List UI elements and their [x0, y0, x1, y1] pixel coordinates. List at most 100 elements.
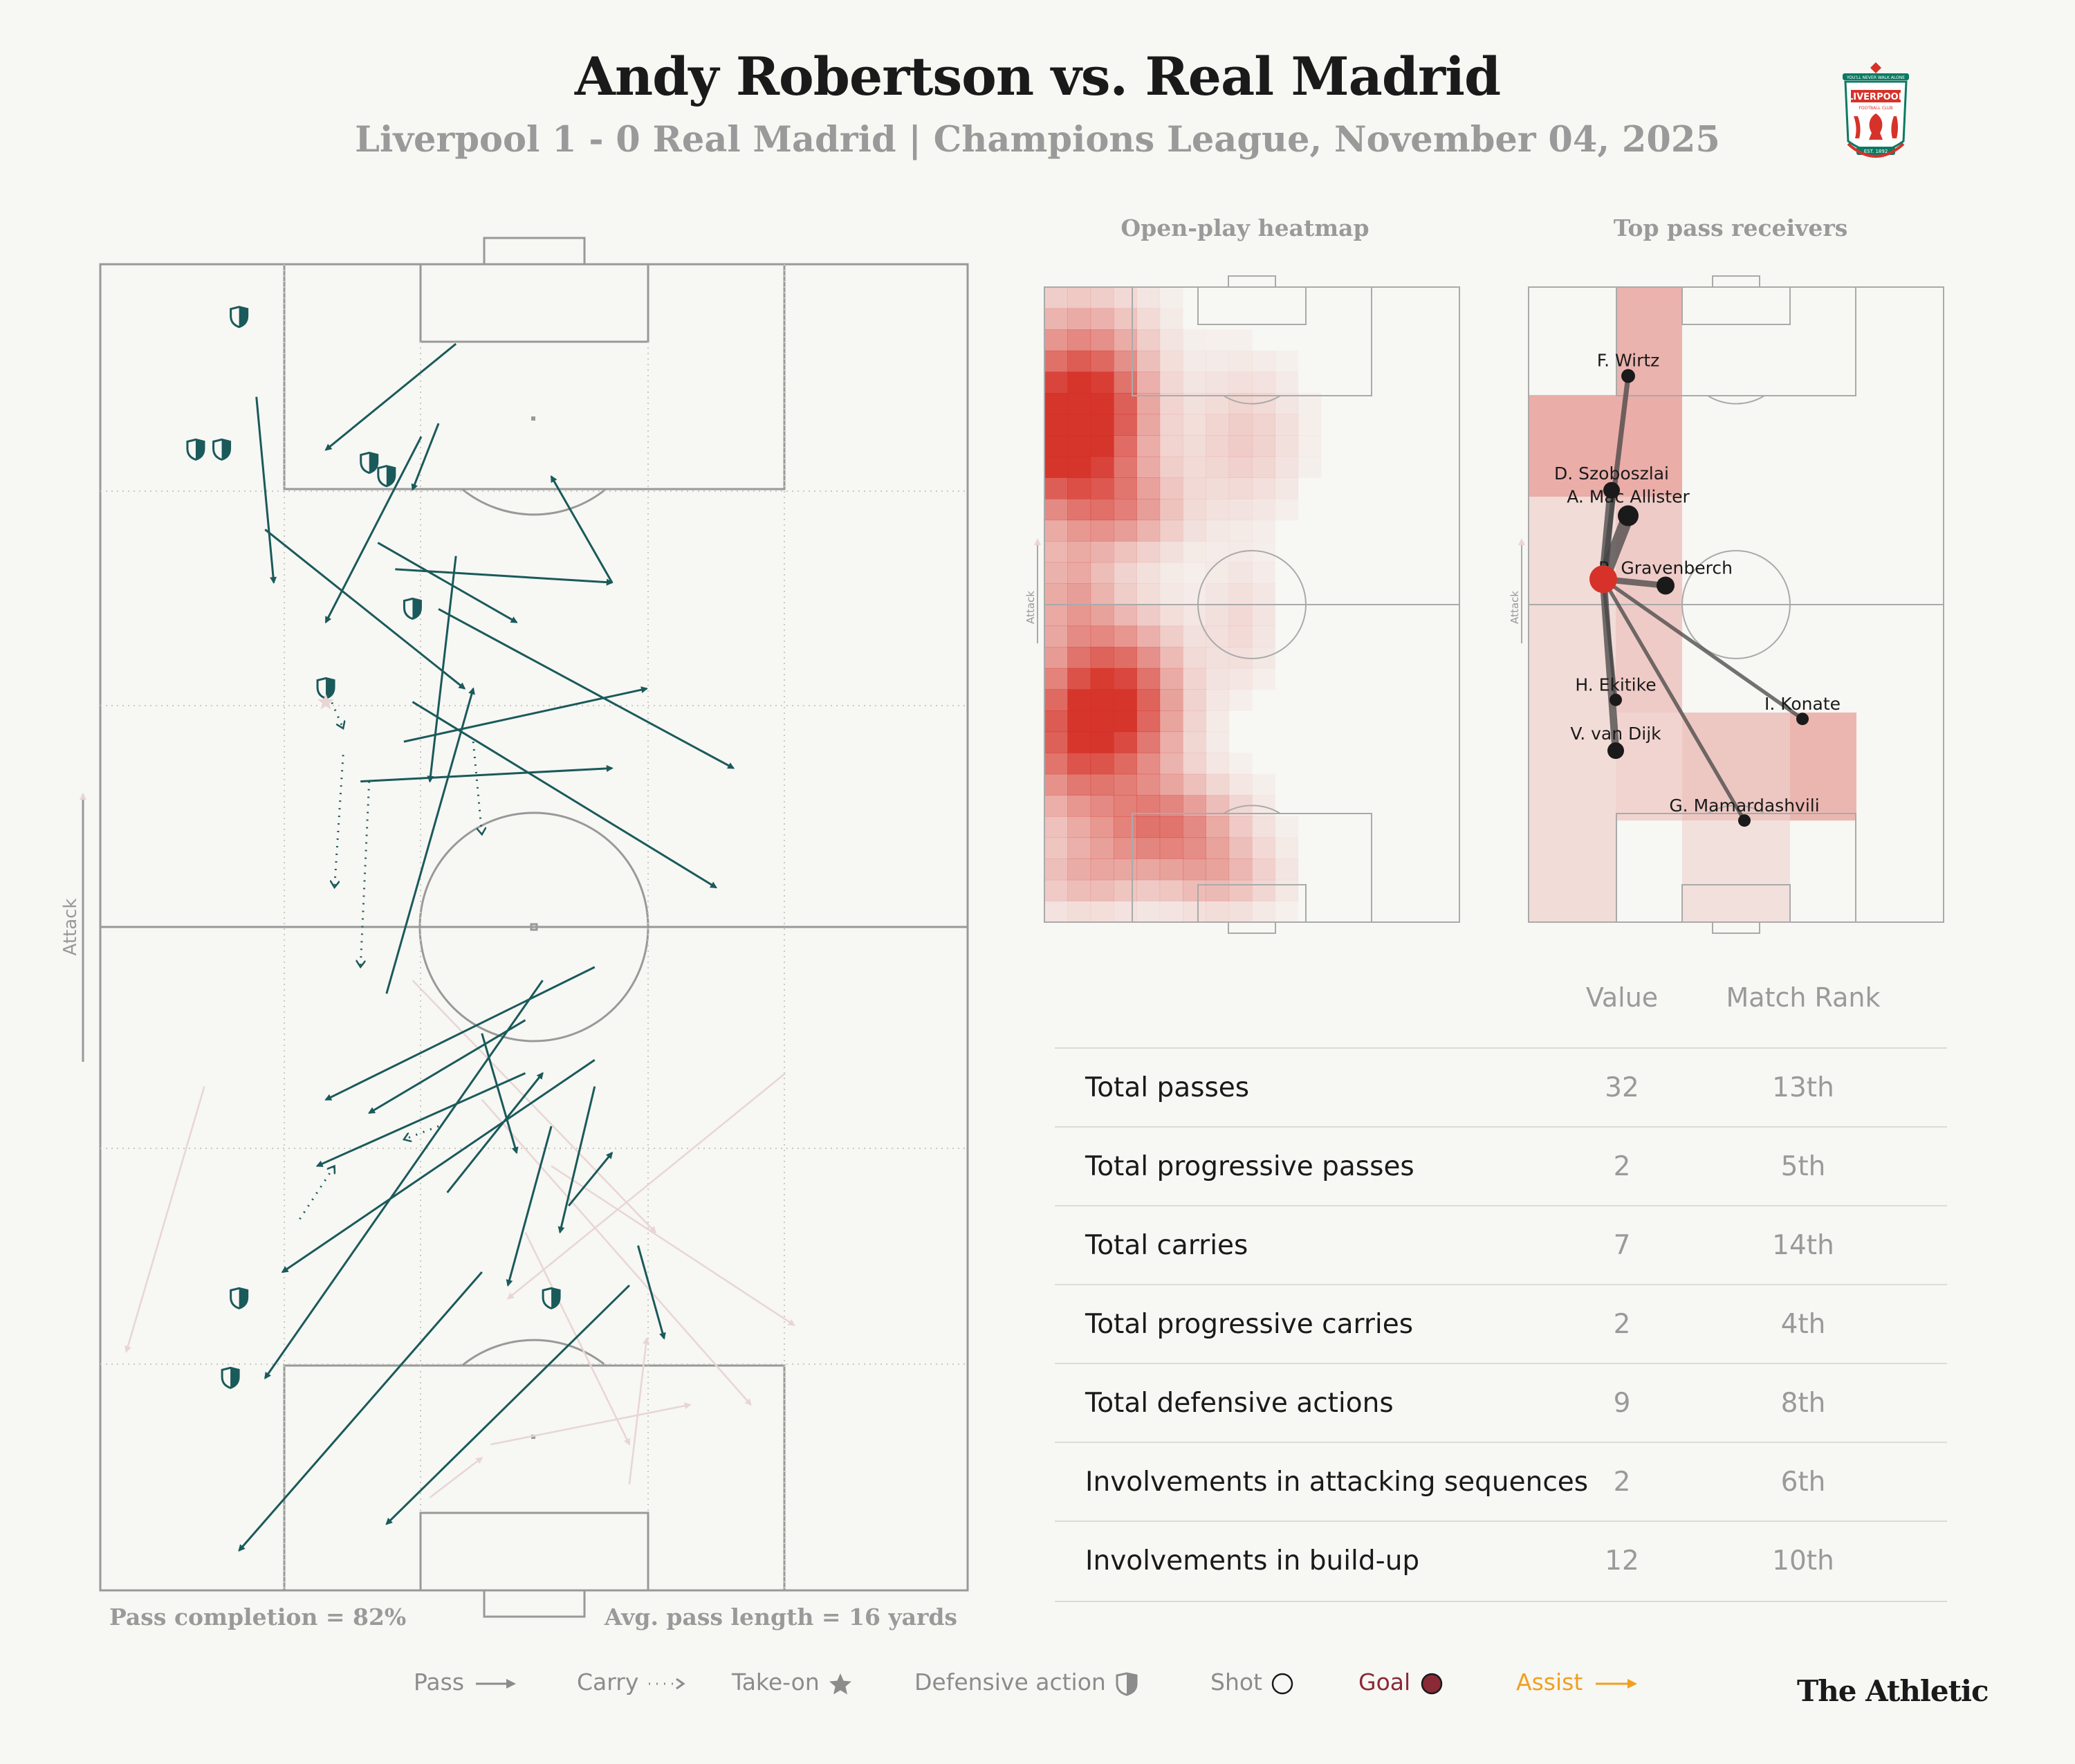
heatmap-cell	[1067, 625, 1091, 647]
receiver-label: D. Szoboszlai	[1554, 463, 1669, 484]
pass-arrow	[360, 764, 614, 783]
pass-arrow-icon	[475, 1678, 516, 1689]
heatmap-cell	[1183, 625, 1206, 647]
heatmap-cell	[1067, 773, 1091, 796]
heatmap-cell	[1090, 329, 1114, 351]
heatmap-cell	[1136, 287, 1161, 309]
heatmap-cell	[1090, 477, 1114, 499]
heatmap-cell	[1044, 647, 1068, 669]
heatmap-cell	[1136, 753, 1161, 775]
heatmap-cell	[1090, 710, 1114, 733]
heatmap-cell	[1067, 329, 1091, 351]
heatmap-cell	[1090, 499, 1114, 521]
heatmap-cell	[1159, 435, 1183, 457]
shield-icon	[1116, 1671, 1138, 1696]
heatmap-cell	[1114, 393, 1137, 415]
row-label: Total carries	[1085, 1230, 1248, 1261]
heatmap-cell	[1252, 350, 1275, 372]
heatmap-cell	[1183, 753, 1206, 775]
heatmap-cell	[1044, 350, 1068, 372]
heatmap-cell	[1183, 520, 1206, 542]
heatmap-cell	[1067, 753, 1091, 775]
heatmap-cell	[1090, 647, 1114, 669]
heatmap-cell	[1252, 901, 1275, 923]
heatmap-cell	[1159, 668, 1183, 690]
heatmap-cell	[1159, 710, 1183, 733]
receiver-label: R. Gravenberch	[1598, 558, 1733, 578]
heatmap-cell	[1044, 858, 1068, 881]
pass-arrow	[315, 1072, 526, 1167]
heatmap-cell	[1044, 329, 1068, 351]
heatmap-cell	[1229, 753, 1253, 774]
heatmap-cell	[1114, 625, 1137, 647]
defensive-action-shield-icon	[186, 438, 205, 461]
legend: Pass Carry Take-on Defensive action Shot…	[0, 1669, 2075, 1710]
heatmap-cell	[1228, 435, 1253, 457]
heatmap-cell	[1252, 371, 1275, 394]
heatmap-cell	[1275, 879, 1299, 901]
pass-arrow	[403, 686, 648, 743]
legend-carry-label: Carry	[577, 1669, 639, 1696]
page-title: Andy Robertson vs. Real Madrid	[574, 46, 1501, 107]
heatmap-cell	[1159, 837, 1183, 859]
star-icon	[829, 1673, 852, 1694]
heatmap-cell	[1275, 371, 1299, 394]
defensive-action-shield-icon	[542, 1287, 561, 1310]
heatmap-cell	[1044, 879, 1068, 901]
heatmap-cell	[1090, 837, 1114, 859]
heatmap-cell	[1228, 605, 1253, 627]
heatmap-cell	[1114, 477, 1137, 499]
heatmap-cell	[1136, 435, 1161, 457]
heatmap-cell	[1183, 605, 1206, 627]
heatmap-cell	[1136, 541, 1161, 563]
receiver-node	[1607, 742, 1624, 760]
defensive-action-shield-icon	[377, 465, 396, 488]
heatmap-title: Open-play heatmap	[1120, 214, 1370, 241]
heatmap-cell	[1114, 308, 1137, 330]
faded-pass-arrow	[412, 980, 656, 1233]
carry-arrow	[404, 1125, 439, 1139]
heatmap-cell	[1252, 816, 1275, 838]
heatmap-cell	[1228, 879, 1253, 901]
heatmap-cell	[1159, 625, 1183, 647]
heatmap-cell	[1044, 901, 1068, 923]
heatmap-cell	[1136, 625, 1161, 647]
heatmap-cell	[1090, 541, 1114, 563]
legend-pass: Pass	[414, 1669, 520, 1696]
heatmap-cell	[1183, 350, 1206, 372]
heatmap-cell	[1298, 435, 1322, 457]
heatmap-cell	[1183, 858, 1206, 881]
heatmap-cell	[1159, 605, 1183, 627]
pass-arrow	[481, 1033, 519, 1155]
heatmap-cell	[1206, 816, 1230, 838]
heatmap-cell	[1228, 583, 1253, 605]
heatmap-cell	[1183, 773, 1206, 796]
heatmap-cell	[1044, 605, 1068, 627]
heatmap-cell	[1044, 562, 1068, 584]
heatmap-cell	[1067, 414, 1091, 436]
heatmap-cell	[1159, 456, 1183, 478]
heatmap-cell	[1183, 499, 1206, 521]
heatmap-cell	[1044, 499, 1068, 521]
heatmap-cell	[1252, 520, 1275, 542]
pass-link	[1599, 575, 1620, 755]
heatmap-cell	[1206, 329, 1229, 351]
heatmap-cell	[1159, 499, 1183, 521]
heatmap-cell	[1136, 371, 1161, 394]
table-row: Involvements in attacking sequences 2 6t…	[1055, 1442, 1947, 1522]
pass-arrow	[324, 436, 423, 624]
row-rank: 10th	[1772, 1545, 1834, 1577]
heatmap-cell	[1206, 541, 1230, 563]
heatmap-cell	[1252, 858, 1275, 881]
heatmap-cell	[1159, 350, 1183, 372]
row-rank: 6th	[1780, 1467, 1826, 1498]
faded-pass-arrow	[490, 1402, 692, 1446]
heatmap-cell	[1206, 901, 1230, 923]
heatmap-cell	[1206, 668, 1230, 690]
heatmap-cell	[1090, 583, 1114, 605]
heatmap-cell	[1159, 520, 1183, 542]
heatmap-cell	[1136, 647, 1161, 669]
defensive-action-shield-icon	[360, 452, 379, 475]
pass-arrow	[395, 568, 614, 586]
row-value: 2	[1613, 1151, 1631, 1182]
